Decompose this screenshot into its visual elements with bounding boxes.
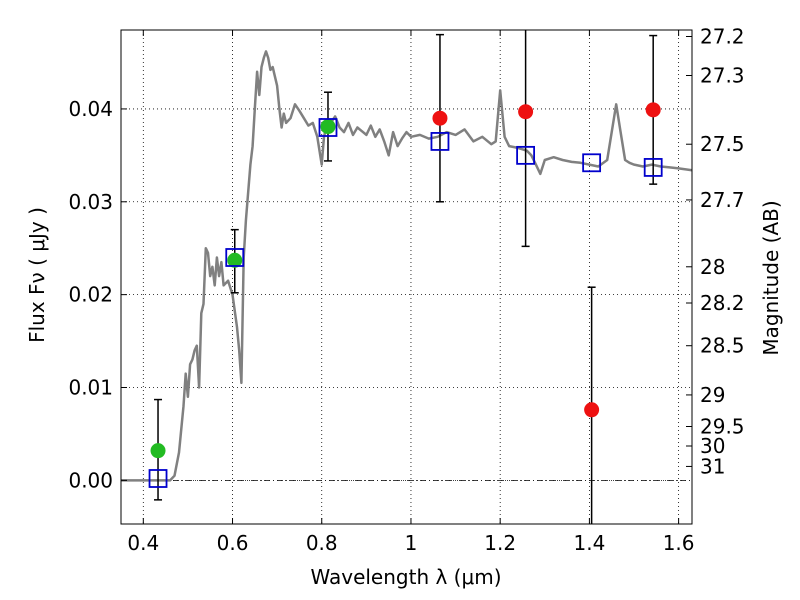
right-tick-label: 29.5 bbox=[700, 415, 745, 439]
data-point-square bbox=[148, 469, 168, 488]
right-tick-label: 29 bbox=[700, 383, 725, 407]
x-tick-label: 1.4 bbox=[573, 531, 605, 555]
x-tick-label: 1.2 bbox=[484, 531, 516, 555]
y-axis-label-right: Magnitude (AB) bbox=[759, 200, 783, 355]
data-point-circle bbox=[584, 402, 600, 418]
data-point-circle bbox=[645, 102, 661, 118]
data-point-circle bbox=[320, 119, 336, 135]
data-point-square bbox=[225, 248, 245, 267]
y-tick-label: 0.00 bbox=[68, 468, 113, 492]
y-tick-label: 0.04 bbox=[68, 97, 113, 121]
data-point-circle bbox=[518, 104, 534, 120]
data-point-square bbox=[318, 118, 338, 137]
x-tick-label: 0.8 bbox=[306, 531, 338, 555]
y-tick-label: 0.03 bbox=[68, 190, 113, 214]
data-point-square bbox=[582, 153, 602, 173]
right-tick-label: 27.7 bbox=[700, 188, 745, 212]
right-tick-label: 27.2 bbox=[700, 25, 745, 49]
x-axis-label: Wavelength λ (μm) bbox=[310, 565, 501, 589]
right-tick-label: 28 bbox=[700, 255, 725, 279]
right-tick-label: 28.5 bbox=[700, 334, 745, 358]
photometry-markers bbox=[148, 102, 663, 488]
data-point-circle bbox=[150, 443, 166, 459]
right-tick-label: 27.5 bbox=[700, 132, 745, 156]
right-tick-label: 27.3 bbox=[700, 64, 745, 88]
y-tick-label: 0.02 bbox=[68, 283, 113, 307]
data-point-square bbox=[643, 158, 663, 177]
data-point-square bbox=[430, 132, 450, 151]
x-tick-label: 1 bbox=[405, 531, 418, 555]
data-point-square bbox=[516, 145, 536, 165]
data-point-circle bbox=[432, 110, 448, 126]
right-tick-label: 28.2 bbox=[700, 291, 745, 315]
y-tick-label: 0.01 bbox=[68, 376, 113, 400]
plot-frame bbox=[120, 29, 693, 525]
x-tick-label: 0.6 bbox=[217, 531, 249, 555]
right-tick-label: 30 bbox=[700, 434, 725, 458]
data-point-circle bbox=[227, 252, 243, 268]
right-tick-label: 31 bbox=[700, 454, 725, 478]
y-axis-label-left: Flux Fν ( μJy ) bbox=[25, 207, 49, 343]
axis-ticks: 0.4 0.6 0.8 1 1.2 1.4 1.6 0.00 0.01 0.02 0.03 0.04 2… bbox=[68, 25, 744, 556]
x-tick-label: 1.6 bbox=[663, 531, 695, 555]
x-tick-label: 0.4 bbox=[127, 531, 159, 555]
